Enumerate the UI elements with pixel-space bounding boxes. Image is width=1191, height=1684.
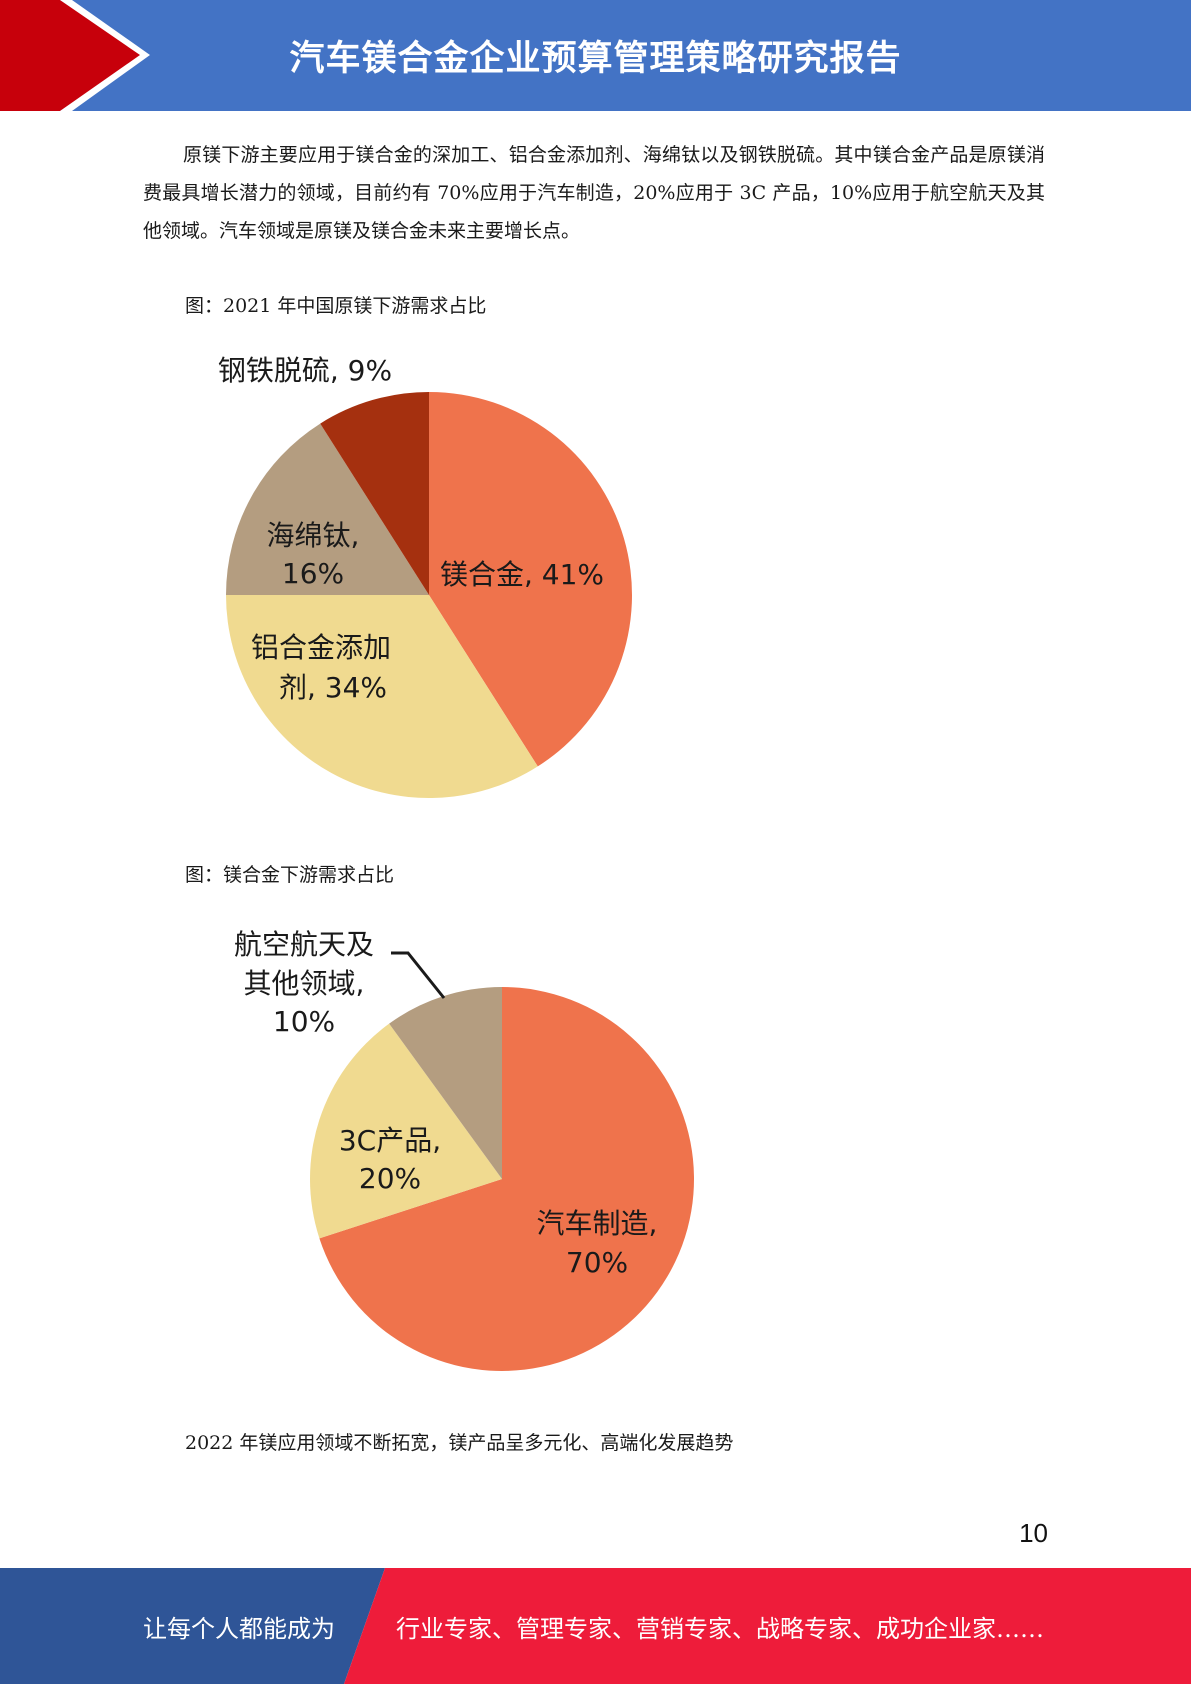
pie-1-labels: 镁合金, 41% 铝合金添加 剂, 34% 海绵钛, 16% 钢铁脱硫, 9% — [218, 354, 604, 704]
pie-2-slice-0 — [319, 987, 694, 1371]
pie-2-slice-2 — [389, 987, 502, 1179]
figure-caption-1: 图：2021 年中国原镁下游需求占比 — [185, 295, 487, 317]
figure-caption-2: 图：镁合金下游需求占比 — [185, 864, 395, 886]
pie-1-slices — [226, 392, 632, 798]
pie-2-slice-1 — [310, 1023, 502, 1239]
pie-2-labels: 汽车制造, 70% 3C产品, 20% 航空航天及 其他领域, 10% — [234, 928, 657, 1279]
pie-1-slice-0 — [429, 392, 632, 767]
header-banner: 汽车镁合金企业预算管理策略研究报告 — [0, 0, 1191, 111]
pie-2-label-aerospace-line1: 航空航天及 — [234, 928, 374, 961]
pie-2-leader-line — [391, 951, 446, 999]
intro-paragraph: 原镁下游主要应用于镁合金的深加工、铝合金添加剂、海绵钛以及钢铁脱硫。其中镁合金产… — [143, 144, 1045, 242]
footer-banner: 让每个人都能成为 行业专家、管理专家、营销专家、战略专家、成功企业家…… — [0, 1568, 1191, 1684]
pie-1-slice-2 — [226, 423, 429, 595]
header-chevron-icon — [0, 0, 150, 111]
pie-1-label-sponge-titanium-line1: 海绵钛, — [267, 519, 360, 552]
pie-1-label-aluminum-line2: 剂, 34% — [279, 671, 387, 704]
pie-1-label-magnesium-alloy: 镁合金, 41% — [440, 558, 604, 591]
pie-1-label-desulfurization: 钢铁脱硫, 9% — [218, 354, 392, 387]
pie-2-label-3c-line1: 3C产品, — [339, 1124, 441, 1157]
pie-2-label-automotive-line1: 汽车制造, — [537, 1207, 658, 1240]
pie-2-label-aerospace-line3: 10% — [273, 1005, 335, 1038]
pie-2-label-aerospace-line2: 其他领域, — [244, 967, 365, 1000]
footer-background — [0, 1568, 1191, 1684]
pie-1-slice-1 — [226, 595, 538, 798]
footer-slogan-right: 行业专家、管理专家、营销专家、战略专家、成功企业家…… — [396, 1614, 1044, 1643]
pie-1-label-aluminum-line1: 铝合金添加 — [251, 631, 391, 664]
closing-text: 2022 年镁应用领域不断拓宽，镁产品呈多元化、高端化发展趋势 — [185, 1432, 734, 1454]
pie-1-slice-3 — [320, 392, 429, 595]
footer-slogan-left: 让每个人都能成为 — [143, 1614, 335, 1643]
pie-2-slices — [310, 987, 694, 1371]
pie-2-label-3c-line2: 20% — [359, 1162, 421, 1195]
header-title: 汽车镁合金企业预算管理策略研究报告 — [289, 39, 902, 79]
page-number: 10 — [1019, 1518, 1048, 1548]
pie-1-label-sponge-titanium-line2: 16% — [282, 557, 344, 590]
pie-2-label-automotive-line2: 70% — [566, 1246, 628, 1279]
